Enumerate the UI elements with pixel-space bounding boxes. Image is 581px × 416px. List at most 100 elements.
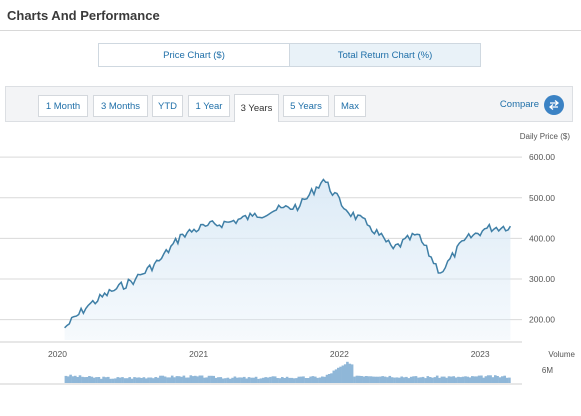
volume-bar — [330, 373, 333, 383]
volume-bar — [376, 376, 380, 383]
volume-bar — [405, 376, 408, 383]
range-ytd-button[interactable]: YTD — [152, 95, 183, 117]
range-selector-bar: 1 Month 3 Months YTD 1 Year 3 Years 5 Ye… — [5, 86, 573, 122]
volume-bar — [407, 378, 411, 383]
volume-bar — [281, 377, 284, 383]
volume-bar — [369, 376, 373, 383]
volume-bar — [468, 377, 472, 383]
x-tick-label: 2023 — [471, 349, 490, 359]
volume-bar — [107, 376, 110, 383]
volume-bar — [154, 377, 157, 383]
volume-bar — [121, 377, 124, 383]
volume-bar — [224, 378, 227, 383]
volume-bar — [339, 366, 342, 383]
volume-bar — [489, 375, 492, 383]
volume-bar — [243, 376, 246, 383]
volume-bar — [236, 377, 239, 383]
volume-bar — [212, 375, 215, 383]
y-axis-title: Daily Price ($) — [520, 132, 571, 141]
volume-bar — [341, 365, 345, 383]
volume-bar — [484, 376, 488, 383]
volume-bar — [67, 376, 70, 383]
range-3-months-button[interactable]: 3 Months — [93, 95, 148, 117]
volume-bar — [496, 376, 499, 383]
volume-bar — [374, 376, 377, 383]
volume-bar — [355, 375, 359, 383]
price-chart-tab[interactable]: Price Chart ($) — [163, 49, 225, 61]
volume-bar — [334, 369, 338, 383]
volume-bar — [231, 377, 234, 383]
volume-bar — [252, 377, 255, 383]
volume-bar — [166, 377, 169, 383]
range-5-years-button[interactable]: 5 Years — [283, 95, 329, 117]
volume-bar — [398, 377, 401, 383]
volume-bar — [102, 376, 105, 383]
volume-bar — [445, 377, 448, 383]
volume-bar — [111, 378, 115, 383]
range-1-month-button[interactable]: 1 Month — [38, 95, 88, 117]
volume-bar — [350, 364, 354, 383]
volume-bar — [346, 361, 349, 383]
volume-bar — [395, 377, 399, 383]
volume-bar — [247, 377, 251, 383]
volume-bar — [104, 377, 108, 383]
compare-link[interactable]: Compare — [499, 99, 539, 110]
volume-bar — [128, 377, 131, 383]
volume-bar — [210, 375, 213, 383]
volume-bar — [217, 377, 220, 383]
price-area-fill — [64, 179, 511, 340]
volume-label: Volume — [548, 350, 575, 359]
volume-bar — [323, 376, 326, 383]
volume-bar — [353, 376, 356, 383]
volume-bar — [161, 375, 165, 383]
volume-bar — [327, 374, 331, 383]
volume-bar — [379, 376, 382, 383]
volume-bar — [118, 377, 122, 383]
volume-bar — [475, 376, 479, 383]
volume-bar — [332, 370, 336, 383]
volume-bar — [83, 377, 86, 383]
range-1-year-button[interactable]: 1 Year — [188, 95, 230, 117]
range-3-years-button[interactable]: 3 Years — [234, 94, 279, 122]
volume-bar — [459, 377, 462, 383]
volume-bar — [228, 378, 232, 383]
volume-bar — [498, 377, 502, 383]
volume-bar — [203, 377, 206, 383]
volume-bar — [69, 374, 72, 383]
volume-bar — [486, 375, 490, 383]
volume-bar — [393, 377, 396, 383]
volume-bar — [238, 377, 241, 383]
volume-bar — [505, 377, 509, 383]
volume-bar — [302, 376, 305, 383]
total-return-chart-tab[interactable]: Total Return Chart (%) — [289, 44, 480, 66]
volume-bar — [250, 377, 253, 383]
y-tick-label: 500.00 — [529, 193, 555, 203]
volume-bar — [278, 378, 282, 383]
volume-bar — [170, 375, 174, 383]
volume-bar — [81, 376, 84, 383]
volume-bar — [318, 377, 322, 383]
swap-arrows-icon[interactable] — [544, 95, 564, 115]
volume-bar — [205, 377, 208, 383]
volume-bar — [299, 376, 303, 383]
volume-bar — [64, 375, 68, 383]
volume-bar — [226, 377, 230, 383]
volume-bar — [360, 376, 363, 383]
volume-bar — [114, 378, 117, 383]
volume-bar — [457, 376, 460, 383]
volume-bar — [262, 377, 265, 383]
volume-bar — [454, 377, 458, 383]
volume-bar — [304, 378, 308, 383]
volume-bar — [194, 375, 197, 383]
range-max-button[interactable]: Max — [334, 95, 366, 117]
volume-bar — [309, 376, 312, 383]
volume-bar — [443, 376, 446, 383]
volume-bar — [219, 377, 223, 383]
volume-bar — [386, 377, 389, 383]
volume-bar — [233, 376, 237, 383]
volume-bar — [311, 376, 315, 383]
volume-bar — [214, 377, 218, 383]
volume-bar — [149, 377, 153, 383]
volume-bar — [435, 375, 439, 383]
volume-tick-label: 6M — [542, 366, 553, 375]
